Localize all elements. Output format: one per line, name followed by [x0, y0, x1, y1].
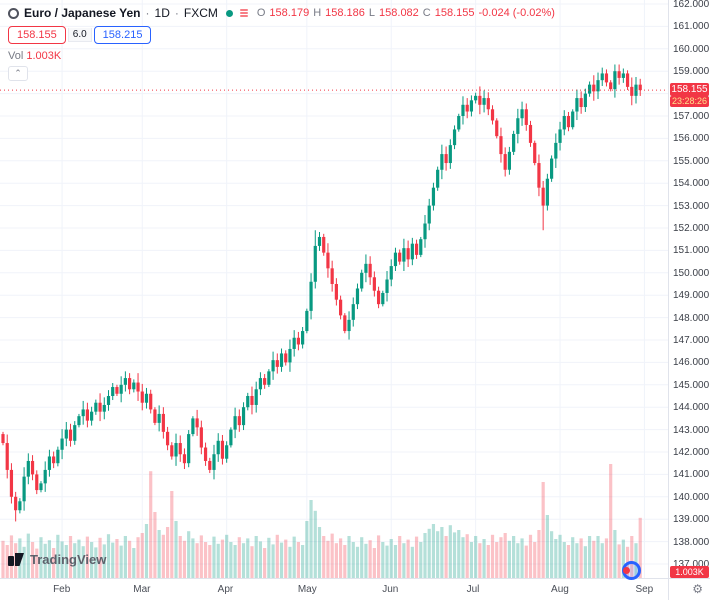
brand-name: TradingView	[30, 552, 107, 567]
sell-button[interactable]: 158.155	[8, 26, 66, 44]
time-axis-label: Jun	[382, 584, 399, 595]
price-axis-label: 141.000	[673, 469, 710, 481]
separator: ·	[174, 6, 179, 20]
price-axis-label: 151.000	[673, 245, 710, 257]
price-axis-label: 159.000	[673, 66, 710, 78]
high-value: 158.186	[325, 7, 365, 19]
price-axis-label: 157.000	[673, 111, 710, 122]
time-axis[interactable]: ⚙ Feb Mar Apr May Jun Jul Aug Sep	[0, 578, 710, 600]
price-badge: 158.155	[670, 83, 709, 97]
cursor-pointer-icon	[622, 561, 641, 580]
time-axis-label: Feb	[53, 584, 71, 595]
timeframe-label[interactable]: 1D	[154, 6, 170, 20]
trade-buttons-row: 158.155 6.0 158.215	[8, 26, 152, 44]
volume-label: Vol	[8, 50, 24, 62]
price-axis-label: 156.000	[673, 133, 710, 145]
time-axis-label: Apr	[217, 584, 234, 595]
volume-readout: Vol 1.003K	[8, 50, 61, 62]
time-axis-label: May	[297, 584, 317, 595]
symbol-legend[interactable]: Euro / Japanese Yen · 1D · FXCM O 158.179…	[8, 6, 555, 20]
axis-corner-separator	[668, 579, 669, 600]
countdown-badge: 23:28:26	[670, 96, 709, 108]
price-axis-label: 153.000	[673, 200, 710, 212]
close-label: C	[422, 7, 431, 19]
price-axis-label: 148.000	[673, 312, 710, 324]
exchange-label[interactable]: FXCM	[183, 6, 218, 20]
ohlc-readout: O 158.179 H 158.186 L 158.082 C 158.155 -0.0…	[257, 7, 555, 19]
price-axis-label: 162.000	[673, 0, 710, 10]
price-axis-label: 149.000	[673, 290, 710, 302]
change-value: -0.024 (-0.02%)	[478, 7, 555, 19]
time-axis-label: Jul	[466, 584, 480, 595]
candlestick-chart[interactable]	[0, 0, 668, 578]
quick-menu-icon[interactable]	[239, 9, 248, 17]
volume-value: 1.003K	[26, 50, 62, 62]
price-axis-label: 160.000	[673, 43, 710, 55]
price-axis-label: 147.000	[673, 335, 710, 346]
price-axis-label: 138.000	[673, 536, 710, 548]
price-axis-label: 150.000	[673, 267, 710, 279]
symbol-title[interactable]: Euro / Japanese Yen	[24, 6, 141, 20]
price-axis-label: 139.000	[673, 514, 710, 526]
price-axis-label: 137.000	[673, 559, 710, 570]
symbol-logo-icon	[8, 7, 19, 19]
buy-button[interactable]: 158.215	[93, 26, 152, 44]
price-axis-label: 143.000	[673, 424, 710, 436]
legend-collapse-button[interactable]: ⌃	[8, 66, 28, 81]
time-axis-label: Sep	[635, 584, 654, 595]
price-axis-label: 161.000	[673, 21, 710, 33]
gear-icon[interactable]: ⚙	[692, 582, 703, 596]
open-label: O	[256, 7, 266, 19]
price-axis-label: 155.000	[673, 155, 710, 167]
price-axis[interactable]: 158.155 23:28:26 1.003K 162.000 161.000 16…	[668, 0, 710, 578]
price-axis-label: 144.000	[673, 402, 710, 414]
price-axis-label: 145.000	[673, 379, 710, 391]
separator: ·	[145, 6, 150, 20]
chart-plot-area[interactable]: Euro / Japanese Yen · 1D · FXCM O 158.179…	[0, 0, 668, 580]
low-value: 158.082	[379, 7, 419, 19]
time-axis-label: Mar	[133, 584, 151, 595]
tradingview-logo[interactable]: TradingView	[8, 552, 106, 567]
price-axis-label: 140.000	[673, 491, 710, 503]
spread-value: 6.0	[67, 28, 92, 42]
price-axis-label: 152.000	[673, 223, 710, 234]
time-axis-label: Aug	[551, 584, 569, 595]
price-axis-label: 154.000	[673, 178, 710, 190]
price-axis-label: 142.000	[673, 447, 710, 458]
price-axis-label: 146.000	[673, 357, 710, 369]
close-value: 158.155	[434, 7, 475, 19]
tradingview-logo-icon	[8, 553, 24, 566]
market-status-icon[interactable]	[225, 9, 233, 17]
high-label: H	[313, 7, 322, 19]
volume-badge: 1.003K	[670, 566, 709, 578]
low-label: L	[368, 7, 376, 19]
open-value: 158.179	[269, 7, 310, 19]
